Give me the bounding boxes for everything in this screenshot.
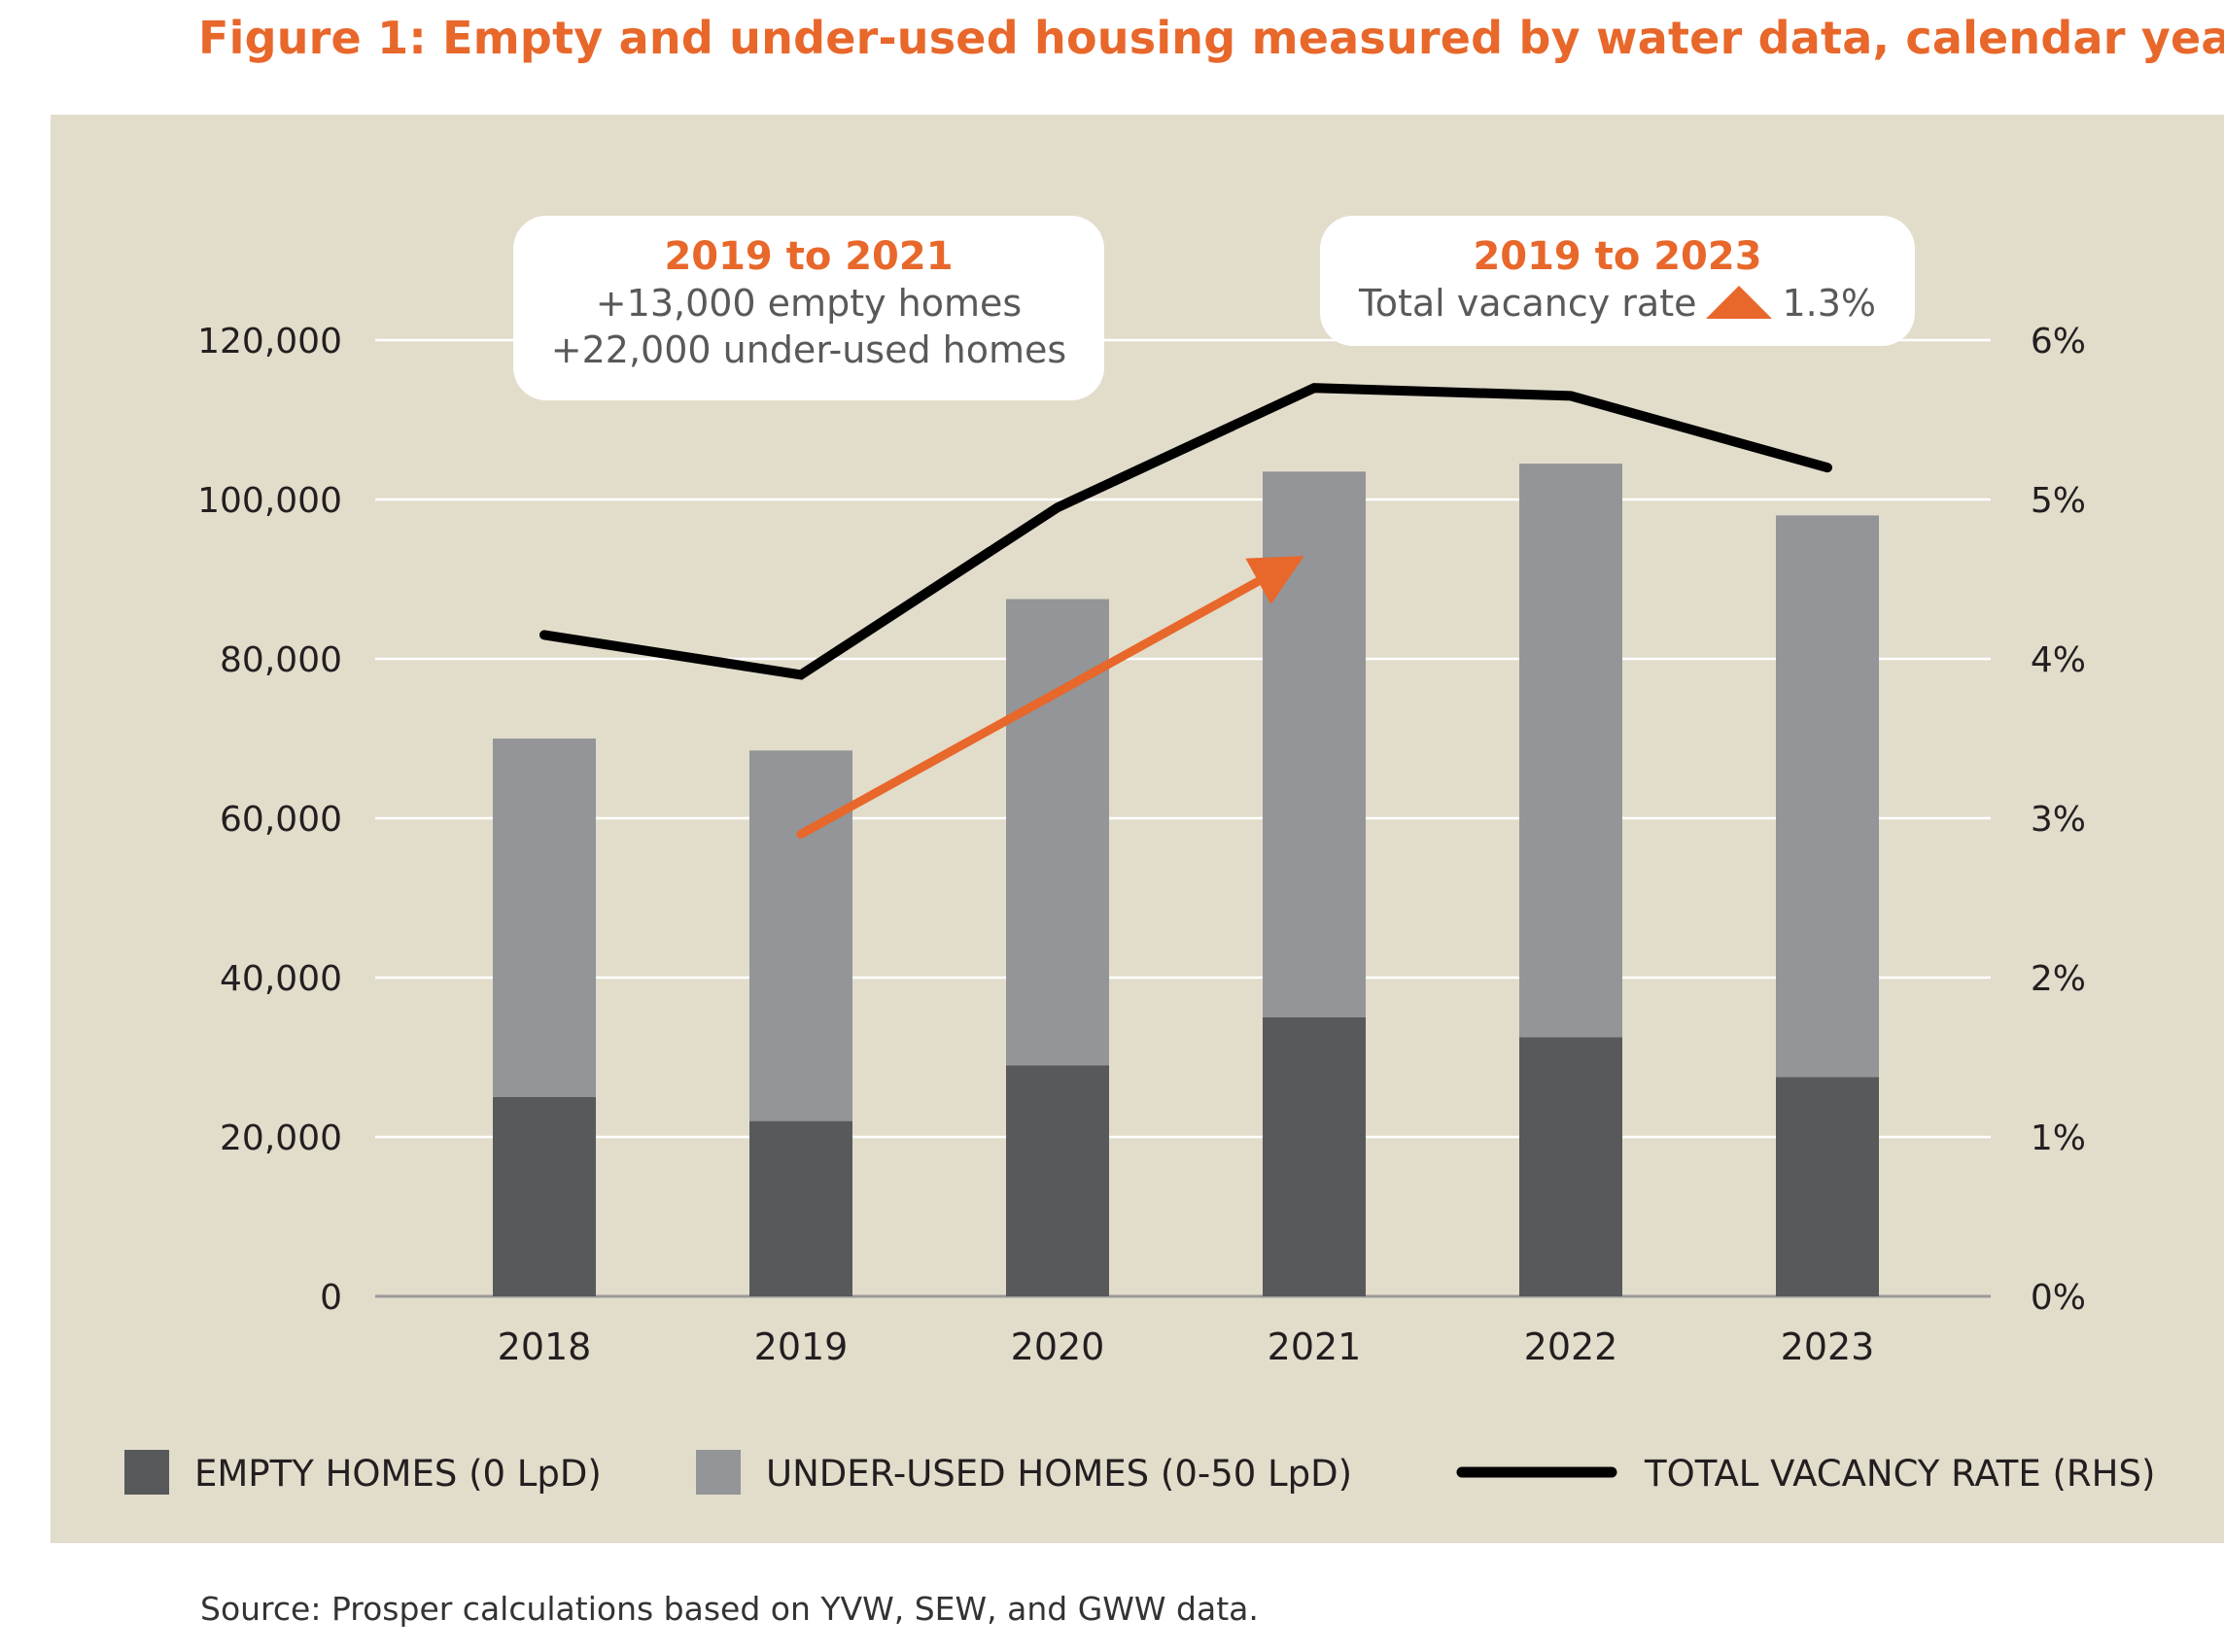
callout-heading: 2019 to 2023 [1473, 234, 1762, 279]
y-tick-label: 40,000 [220, 959, 342, 999]
bar-under-used-homes [1519, 464, 1622, 1038]
bar-under-used-homes [1776, 515, 1879, 1078]
y2-tick-label: 5% [2031, 481, 2086, 521]
x-tick-label: 2023 [1781, 1325, 1875, 1368]
y2-tick-label: 0% [2031, 1278, 2086, 1318]
callout-line: Total vacancy rate 1.3% [1320, 280, 1915, 327]
bar-empty-homes [749, 1120, 852, 1296]
x-tick-label: 2022 [1524, 1325, 1618, 1368]
y2-tick-label: 4% [2031, 640, 2086, 680]
vacancy-rate-line [539, 383, 1832, 680]
x-tick-label: 2020 [1011, 1325, 1105, 1368]
y2-tick-label: 6% [2031, 322, 2086, 361]
legend-swatch-under-used [696, 1450, 741, 1495]
x-tick-label: 2019 [754, 1325, 849, 1368]
source-note: Source: Prosper calculations based on YV… [200, 1590, 1259, 1628]
bar-empty-homes [493, 1097, 596, 1296]
bar-empty-homes [1263, 1017, 1366, 1296]
legend-label-empty: EMPTY HOMES (0 LpD) [194, 1453, 602, 1495]
legend-label-under-used: UNDER-USED HOMES (0-50 LpD) [766, 1453, 1352, 1495]
callout-label: Total vacancy rate [1358, 282, 1697, 325]
chart-panel: 0 20,000 40,000 60,000 80,000 100,000 120,000 0… [51, 115, 2224, 1543]
y2-tick-label: 1% [2031, 1119, 2086, 1158]
x-tick-label: 2018 [498, 1325, 592, 1368]
callout-heading: 2019 to 2021 [664, 234, 954, 279]
y2-tick-label: 2% [2031, 959, 2086, 999]
y-tick-label: 100,000 [197, 481, 342, 521]
bar-empty-homes [1776, 1077, 1879, 1296]
bar-under-used-homes [749, 750, 852, 1121]
y-tick-label: 120,000 [197, 322, 342, 361]
y-tick-label: 20,000 [220, 1119, 342, 1158]
callout-line: +13,000 empty homes [595, 282, 1023, 325]
callout-line: +22,000 under-used homes [550, 328, 1067, 371]
callout-2019-2023: 2019 to 2023 Total vacancy rate 1.3% [1320, 216, 1915, 346]
callout-value: 1.3% [1782, 282, 1877, 325]
y-tick-label: 0 [320, 1278, 342, 1318]
x-tick-label: 2021 [1268, 1325, 1362, 1368]
y-tick-label: 80,000 [220, 640, 342, 680]
bar-empty-homes [1006, 1065, 1109, 1296]
legend-label-rate: TOTAL VACANCY RATE (RHS) [1644, 1453, 2155, 1495]
y-tick-label: 60,000 [220, 800, 342, 840]
page-title: Figure 1: Empty and under-used housing m… [198, 12, 2224, 64]
bar-under-used-homes [493, 739, 596, 1097]
up-triangle-icon [1706, 285, 1773, 319]
bar-under-used-homes [1263, 471, 1366, 1017]
y2-tick-label: 3% [2031, 800, 2086, 840]
legend-swatch-empty [124, 1450, 169, 1495]
bar-empty-homes [1519, 1037, 1622, 1296]
trend-arrow [796, 556, 1304, 839]
callout-2019-2021: 2019 to 2021 +13,000 empty homes +22,000… [513, 216, 1104, 400]
